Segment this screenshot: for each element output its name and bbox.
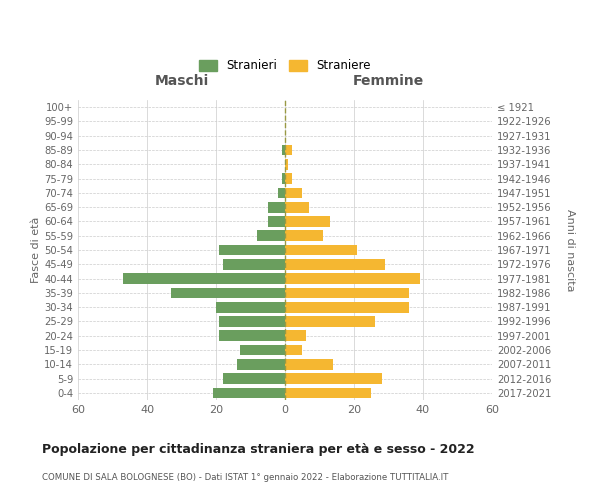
Bar (257, 230, 285, 241)
Bar (285, 216, 330, 227)
Text: Maschi: Maschi (154, 74, 209, 88)
Text: Femmine: Femmine (353, 74, 424, 88)
Bar (285, 388, 371, 398)
Bar (171, 288, 285, 298)
Bar (212, 388, 285, 398)
Bar (220, 316, 285, 327)
Bar (285, 202, 309, 212)
Bar (285, 144, 292, 156)
Bar (285, 273, 419, 284)
Bar (285, 288, 409, 298)
Bar (285, 188, 302, 198)
Bar (237, 359, 285, 370)
Bar (285, 259, 385, 270)
Legend: Stranieri, Straniere: Stranieri, Straniere (199, 60, 371, 72)
Y-axis label: Fasce di età: Fasce di età (31, 217, 41, 283)
Bar (220, 330, 285, 341)
Bar (285, 173, 292, 184)
Y-axis label: Anni di nascita: Anni di nascita (565, 209, 575, 291)
Bar (285, 244, 358, 256)
Bar (285, 159, 289, 170)
Bar (123, 273, 285, 284)
Bar (223, 259, 285, 270)
Bar (216, 302, 285, 312)
Bar (285, 359, 334, 370)
Bar (281, 173, 285, 184)
Bar (223, 373, 285, 384)
Bar (268, 202, 285, 212)
Text: Popolazione per cittadinanza straniera per età e sesso - 2022: Popolazione per cittadinanza straniera p… (42, 442, 475, 456)
Bar (285, 330, 306, 341)
Bar (285, 373, 382, 384)
Bar (285, 230, 323, 241)
Bar (268, 216, 285, 227)
Bar (281, 144, 285, 156)
Bar (278, 188, 285, 198)
Bar (240, 344, 285, 356)
Bar (285, 316, 374, 327)
Bar (285, 302, 409, 312)
Bar (285, 344, 302, 356)
Bar (220, 244, 285, 256)
Text: COMUNE DI SALA BOLOGNESE (BO) - Dati ISTAT 1° gennaio 2022 - Elaborazione TUTTIT: COMUNE DI SALA BOLOGNESE (BO) - Dati IST… (42, 472, 448, 482)
